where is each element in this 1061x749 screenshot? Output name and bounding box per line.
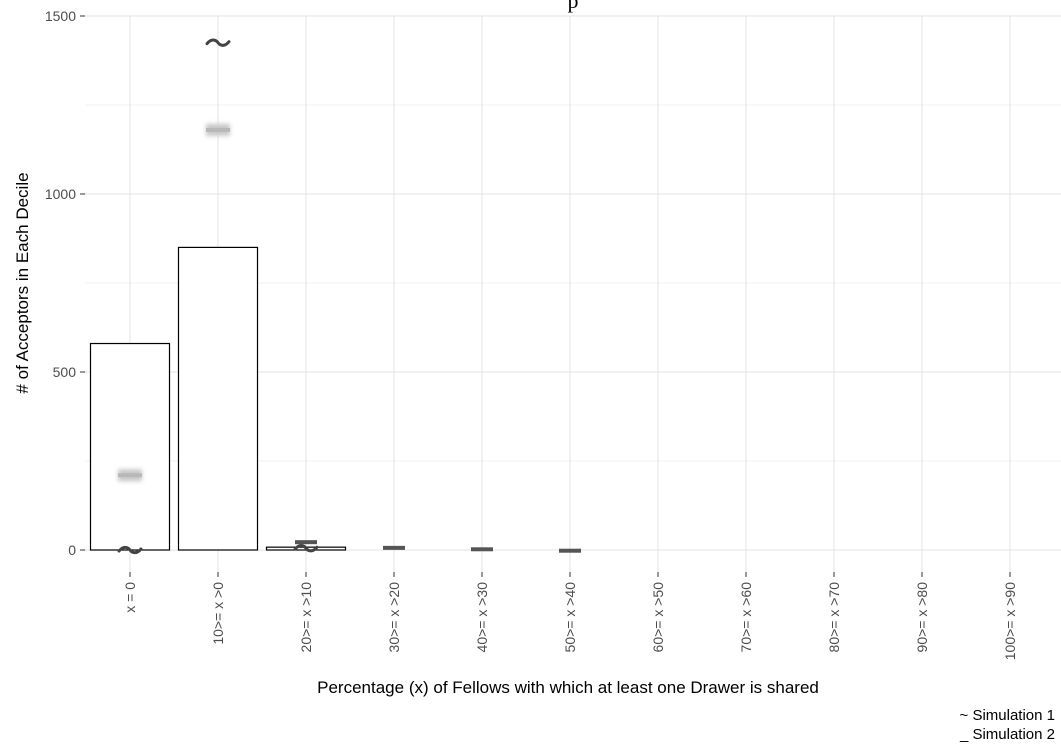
legend-entry-simulation-2: _ Simulation 2 bbox=[959, 726, 1055, 743]
axes: 0 500 1000 1500 x = 0 10>= x >0 20>= x >10 30>=… bbox=[45, 8, 1018, 660]
legend-label-simulation-1: Simulation 1 bbox=[972, 707, 1055, 724]
bar bbox=[177, 246, 259, 551]
simulation-1-marker bbox=[205, 38, 231, 47]
y-tick-label: 1500 bbox=[45, 8, 76, 24]
x-axis-title: Percentage (x) of Fellows with which at … bbox=[317, 678, 819, 697]
simulation-2-marker bbox=[559, 548, 581, 553]
legend-label-simulation-2: Simulation 2 bbox=[972, 726, 1055, 743]
y-tick-label: 500 bbox=[53, 364, 77, 380]
bar bbox=[89, 342, 171, 551]
simulation-1-marker bbox=[117, 545, 143, 555]
grid-lines bbox=[85, 15, 1061, 572]
simulation-2-marker bbox=[471, 547, 493, 552]
y-axis-title: # of Acceptors in Each Decile bbox=[13, 172, 32, 393]
x-tick-label: 100>= x >90 bbox=[1002, 582, 1018, 660]
simulation-2-marker bbox=[383, 545, 405, 550]
x-tick-label: 40>= x >30 bbox=[474, 582, 490, 653]
x-tick-label: 50>= x >40 bbox=[562, 582, 578, 653]
x-tick-label: x = 0 bbox=[122, 582, 138, 613]
simulation-2-marker bbox=[295, 540, 317, 545]
x-tick-label: 60>= x >50 bbox=[650, 582, 666, 653]
legend: ~ Simulation 1 _ Simulation 2 bbox=[959, 707, 1055, 743]
y-tick-label: 0 bbox=[68, 542, 76, 558]
x-tick-label: 10>= x >0 bbox=[210, 582, 226, 645]
simulation-1-marker bbox=[293, 544, 319, 553]
x-tick-label: 70>= x >60 bbox=[738, 582, 754, 653]
chart-title-fragment: p bbox=[568, 0, 579, 13]
x-tick-label: 80>= x >70 bbox=[826, 582, 842, 653]
legend-marker-simulation-1: ~ bbox=[960, 707, 969, 724]
simulation-markers bbox=[117, 38, 581, 555]
legend-marker-simulation-2: _ bbox=[959, 726, 969, 743]
legend-entry-simulation-1: ~ Simulation 1 bbox=[960, 707, 1055, 724]
simulation-2-marker bbox=[206, 127, 230, 132]
x-tick-label: 20>= x >10 bbox=[298, 582, 314, 653]
x-tick-label: 90>= x >80 bbox=[914, 582, 930, 653]
y-tick-label: 1000 bbox=[45, 186, 76, 202]
x-tick-label: 30>= x >20 bbox=[386, 582, 402, 653]
simulation-2-marker bbox=[118, 473, 142, 478]
bars bbox=[89, 246, 347, 551]
